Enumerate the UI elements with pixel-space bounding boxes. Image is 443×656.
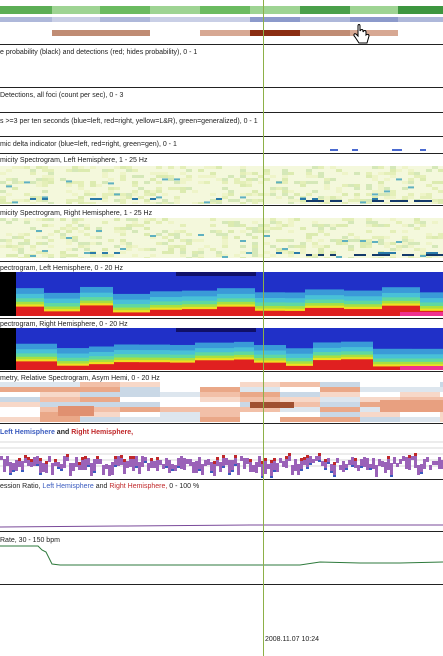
rhythmicity-spectrogram-right[interactable] [0, 218, 443, 258]
legend-right-hemisphere: Right Hemisphere, [71, 429, 134, 436]
panel-label-rhythmicity-left: micity Spectrogram, Left Hemisphere, 1 -… [0, 157, 148, 164]
panel-label-spectrogram-right: pectrogram, Right Hemisphere, 0 - 20 Hz [0, 321, 128, 328]
suppression-ratio-trace[interactable] [0, 520, 443, 530]
delta-indicator-marks [330, 149, 426, 151]
time-cursor-line[interactable] [263, 0, 264, 656]
panel-label-seizure-probability: e probability (black) and detections (re… [0, 49, 198, 56]
timeline-header[interactable] [0, 0, 443, 44]
amplitude-trend[interactable] [0, 438, 443, 478]
panel-label-rhythmicity-right: micity Spectrogram, Right Hemisphere, 1 … [0, 210, 153, 217]
panel-label-events-per-ten-seconds: s >=3 per ten seconds (blue=left, red=ri… [0, 118, 258, 125]
panel-label-heart-rate: Rate, 30 - 150 bpm [0, 537, 60, 544]
legend-and: and [54, 429, 72, 436]
legend-right-hemisphere: Right Hemisphere, [109, 483, 168, 490]
timeline-segment-strip [0, 6, 443, 14]
legend-and: and [93, 483, 110, 490]
panel-label-detections: Detections, all foci (count per sec), 0 … [0, 92, 124, 99]
spectrogram-left[interactable] [0, 272, 443, 316]
legend-left-hemisphere: Left Hemisphere [0, 429, 55, 436]
asymmetry-spectrogram[interactable] [0, 382, 443, 422]
timeline-brown-strip [52, 30, 398, 36]
label-suffix: 0 - 100 % [167, 483, 200, 490]
panel-label-asymmetry-spectrogram: metry, Relative Spectrogram, Asym Hemi, … [0, 375, 160, 382]
heart-rate-trace[interactable] [0, 544, 443, 584]
panel-label-suppression-ratio: ession Ratio, Left Hemisphere and Right … [0, 482, 199, 491]
cursor-timestamp: 2008.11.07 10:24 [265, 636, 319, 643]
panel-label-amplitude: Left Hemisphere and Right Hemisphere, [0, 428, 133, 437]
panel-label-delta-indicator: mic delta indicator (blue=left, red=righ… [0, 141, 177, 148]
legend-left-hemisphere: Left Hemisphere [42, 483, 94, 490]
spectrogram-right[interactable] [0, 328, 443, 370]
hand-pointer-icon [353, 24, 370, 44]
timeline-blue-strip [0, 17, 443, 22]
panel-label-spectrogram-left: pectrogram, Left Hemisphere, 0 - 20 Hz [0, 265, 123, 272]
label-prefix: ession Ratio, [0, 483, 43, 490]
timeline-bars[interactable] [0, 0, 443, 40]
rhythmicity-spectrogram-left[interactable] [0, 166, 443, 204]
